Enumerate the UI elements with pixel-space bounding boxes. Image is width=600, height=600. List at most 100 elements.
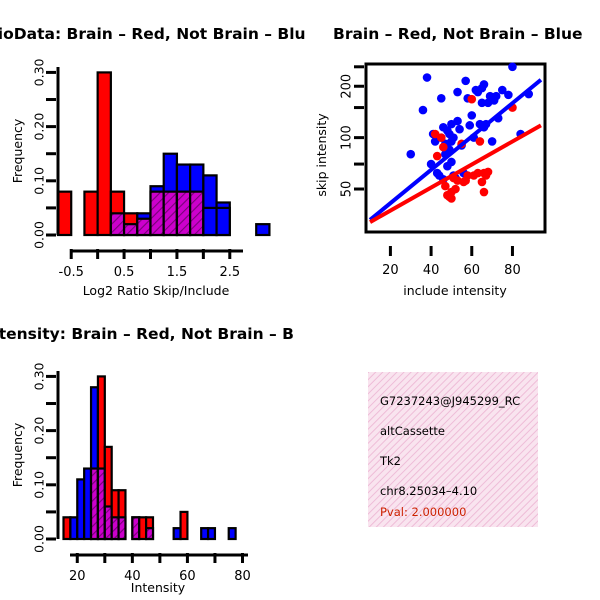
gene-intensity-histogram-svg: 0.00 0.10 0.20 0.30 20 40 60 80 Frequency Inte… — [10, 362, 251, 595]
scatter-point — [432, 151, 442, 161]
histogram-bar — [202, 206, 218, 237]
x-axis-title: Log2 Ratio Skip/Include — [83, 283, 230, 298]
y-tick-label: 0.20 — [32, 417, 47, 445]
y-axis — [46, 371, 60, 541]
scatter-point — [477, 98, 487, 108]
y-tick-label: 0.00 — [32, 221, 47, 249]
histogram-bar — [56, 190, 73, 237]
annotation-line-locus: chr8.25034–4.10 — [380, 484, 478, 498]
scatter-point — [497, 85, 507, 95]
histogram-bar — [206, 527, 217, 541]
histogram-bar — [227, 527, 237, 541]
scatter-point — [475, 137, 485, 146]
y-axis-title: Frequency — [10, 118, 25, 183]
y-axis — [46, 67, 60, 237]
histogram-bar-overlap — [149, 190, 165, 237]
log2-ratio-histogram-svg: 0.00 0.10 0.20 0.30 -0.5 0.5 1.5 2.5 Frequency… — [10, 58, 271, 298]
y-tick-label: 0.00 — [32, 525, 47, 553]
intensity-scatter-svg: 50 100 200 20 40 60 80 skip intensity include… — [314, 62, 547, 298]
scatter-point — [418, 105, 428, 115]
annotation-line-probe: G7237243@J945299_RC — [380, 394, 521, 408]
x-axis — [70, 553, 248, 563]
histogram-bar-overlap — [175, 190, 192, 237]
histogram-bar — [215, 206, 231, 237]
annotation-box: G7237243@J945299_RC altCassette Tk2 chr8… — [368, 372, 538, 527]
annotation-line-gene: Tk2 — [380, 454, 402, 468]
x-tick-label: 80 — [234, 569, 251, 584]
scatter-point — [479, 80, 489, 89]
scatter-point — [473, 168, 483, 178]
scatter-point — [436, 133, 446, 142]
y-tick-label: 0.20 — [32, 113, 47, 141]
y-tick-label: 50 — [340, 181, 355, 198]
x-tick-label: 40 — [423, 263, 440, 278]
scatter-point — [479, 187, 489, 197]
scatter-point — [447, 194, 456, 203]
scatter-point — [451, 184, 460, 194]
scatter-point — [438, 142, 448, 152]
scatter-point — [461, 76, 470, 86]
x-tick-label: 2.5 — [219, 265, 240, 280]
y-tick-label: 100 — [340, 125, 355, 150]
x-ticks — [388, 246, 514, 256]
x-axis-title: include intensity — [403, 283, 507, 298]
log2-ratio-histogram-panel: 0.00 0.10 0.20 0.30 -0.5 0.5 1.5 2.5 Frequency… — [0, 55, 300, 305]
scatter-point — [455, 124, 464, 134]
scatter-point — [483, 167, 493, 177]
scatter-point — [465, 121, 475, 130]
histogram-bars — [56, 71, 271, 237]
histogram-bar — [255, 223, 271, 237]
scatter-points — [406, 62, 534, 203]
red-fit — [369, 123, 542, 224]
scatter-point — [477, 177, 487, 187]
histogram-bar — [83, 190, 99, 237]
histogram-bar-overlap — [145, 527, 155, 541]
y-axis-title: Frequency — [10, 422, 25, 487]
x-tick-label: -0.5 — [59, 265, 84, 280]
annotation-line-pval: Pval: 2.000000 — [380, 505, 467, 519]
histogram-bar — [96, 71, 112, 237]
gene-intensity-histogram-panel: 0.00 0.10 0.20 0.30 20 40 60 80 Frequency Inte… — [0, 355, 300, 600]
scatter-point — [467, 111, 477, 120]
regression-lines — [368, 78, 543, 224]
scatter-point — [449, 133, 458, 142]
x-tick-label: 20 — [382, 263, 399, 278]
scatter-point — [453, 87, 462, 97]
scatter-point — [422, 73, 432, 82]
histogram-bar — [179, 510, 189, 541]
x-axis — [69, 249, 243, 259]
histogram-bar-overlap — [162, 190, 179, 237]
top-left-panel-title: RatioData: Brain – Red, Not Brain – Blu — [0, 25, 306, 43]
annotation-box-bg — [368, 372, 538, 527]
y-tick-label: 0.30 — [32, 362, 47, 390]
scatter-point — [463, 171, 473, 180]
plot-box — [364, 62, 547, 234]
y-ticks — [354, 65, 364, 191]
scatter-point — [467, 94, 477, 104]
histogram-bar-overlap — [122, 223, 139, 237]
y-tick-label: 0.10 — [32, 471, 47, 499]
scatter-point — [441, 181, 450, 191]
annotation-line-event-type: altCassette — [380, 424, 445, 438]
y-tick-label: 200 — [340, 74, 355, 99]
x-axis-title: Intensity — [131, 580, 186, 595]
scatter-point — [491, 91, 501, 101]
scatter-point — [453, 116, 462, 126]
scatter-point — [406, 149, 416, 159]
x-tick-label: 80 — [504, 263, 521, 278]
x-tick-label: 40 — [124, 569, 141, 584]
bottom-left-panel-title: ne Itensity: Brain – Red, Not Brain – B — [0, 325, 294, 343]
histogram-bar-overlap — [117, 516, 127, 541]
histogram-bar-overlap — [109, 212, 126, 237]
top-right-panel-title: Brain – Red, Not Brain – Blue — [333, 25, 583, 43]
y-tick-label: 0.10 — [32, 167, 47, 195]
y-axis-title: skip intensity — [314, 113, 329, 197]
scatter-point — [436, 93, 446, 103]
histogram-bars — [62, 375, 237, 541]
scatter-point — [447, 157, 456, 167]
blue-fit — [368, 78, 543, 222]
scatter-point — [508, 62, 517, 72]
x-tick-label: 60 — [463, 263, 480, 278]
y-tick-label: 0.30 — [32, 58, 47, 86]
